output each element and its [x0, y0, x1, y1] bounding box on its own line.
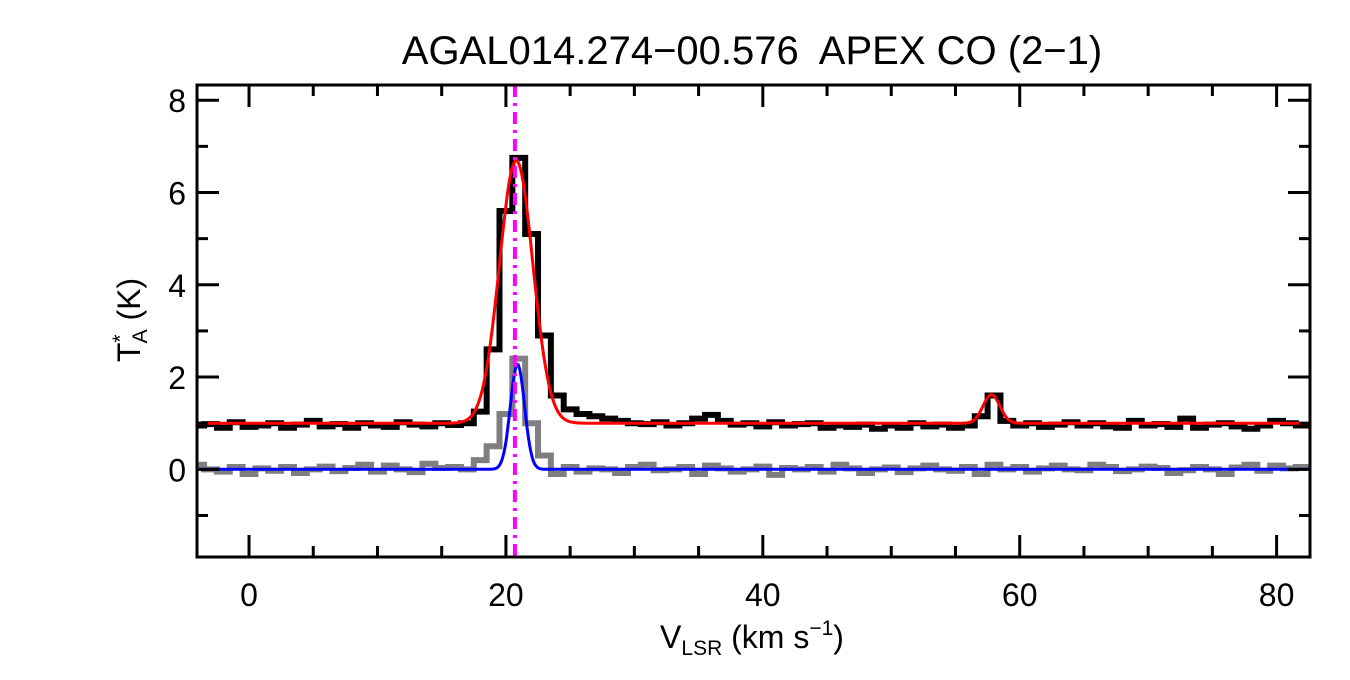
y-tick-label: 4	[168, 268, 186, 304]
chart-title: AGAL014.274−00.576 APEX CO (2−1)	[402, 29, 1102, 73]
plot-area	[197, 85, 1310, 557]
gaussian-fit-0	[197, 158, 1310, 425]
y-axis-label: T*A (K)	[109, 278, 152, 362]
x-tick-label: 0	[240, 577, 258, 613]
x-tick-label: 40	[745, 577, 781, 613]
spectrum-histogram-0	[197, 154, 1309, 432]
x-axis-label: VLSR (km s−1)	[660, 617, 844, 660]
spectrum-histogram-1	[197, 355, 1309, 478]
y-tick-label: 0	[168, 452, 186, 488]
x-tick-label: 20	[488, 577, 524, 613]
y-tick-label: 6	[168, 176, 186, 212]
gaussian-fit-1	[197, 363, 1310, 471]
plot-frame	[195, 83, 1312, 559]
x-tick-label: 80	[1259, 577, 1295, 613]
y-tick-label: 8	[168, 83, 186, 119]
axis-ticks: 0 20 40 60 80 0 2 4 6 8	[168, 83, 1310, 613]
y-tick-label: 2	[168, 360, 186, 396]
x-tick-label: 60	[1002, 577, 1038, 613]
